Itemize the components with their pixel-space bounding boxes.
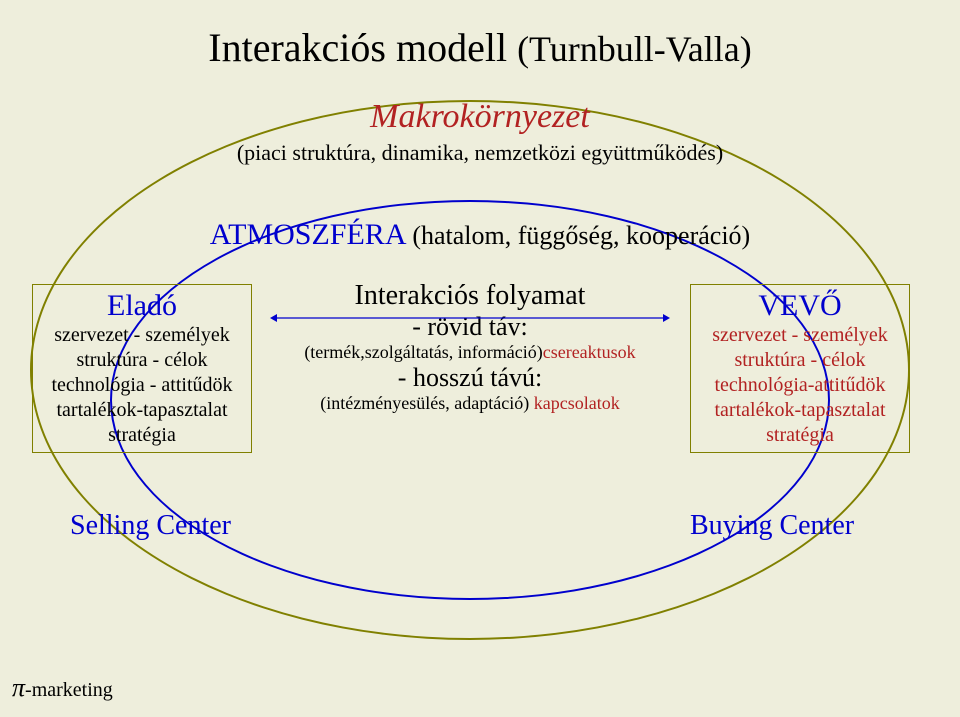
- title-main: Interakciós modell: [208, 25, 507, 70]
- buyer-box: VEVŐ szervezet - személyek struktúra - c…: [690, 284, 910, 453]
- seller-line: technológia - attitűdök: [39, 373, 245, 398]
- process-short-black: (termék,szolgáltatás, információ): [304, 342, 542, 362]
- buyer-line: technológia-attitűdök: [697, 373, 903, 398]
- seller-box: Eladó szervezet - személyek struktúra - …: [32, 284, 252, 453]
- atmos-label: ATMOSZFÉRA: [210, 218, 405, 251]
- slide-title: Interakciós modell (Turnbull-Valla): [0, 24, 960, 71]
- slide-root: Interakciós modell (Turnbull-Valla) Makr…: [0, 0, 960, 717]
- process-title: Interakciós folyamat: [255, 280, 685, 312]
- buyer-line: szervezet - személyek: [697, 323, 903, 348]
- atmos-detail: (hatalom, függőség, kooperáció): [412, 221, 750, 250]
- title-sub: (Turnbull-Valla): [517, 29, 752, 69]
- footer: π-marketing: [12, 673, 113, 703]
- seller-title: Eladó: [39, 289, 245, 323]
- macro-heading: Makrokörnyezet: [0, 98, 960, 136]
- process-long-detail: (intézményesülés, adaptáció) kapcsolatok: [255, 393, 685, 414]
- buyer-title: VEVŐ: [697, 289, 903, 323]
- buyer-line: stratégia: [697, 423, 903, 448]
- process-short-red: csereaktusok: [543, 342, 636, 362]
- selling-center-label: Selling Center: [70, 510, 231, 542]
- seller-line: szervezet - személyek: [39, 323, 245, 348]
- process-long-black: (intézményesülés, adaptáció): [320, 393, 533, 413]
- atmosphere-line: ATMOSZFÉRA (hatalom, függőség, kooperáci…: [0, 218, 960, 252]
- process-short-label: - rövid táv:: [255, 312, 685, 342]
- buyer-line: tartalékok-tapasztalat: [697, 398, 903, 423]
- seller-line: stratégia: [39, 423, 245, 448]
- seller-line: tartalékok-tapasztalat: [39, 398, 245, 423]
- pi-icon: π: [12, 673, 25, 702]
- process-block: Interakciós folyamat - rövid táv: (termé…: [255, 280, 685, 414]
- seller-line: struktúra - célok: [39, 348, 245, 373]
- process-long-label: - hosszú távú:: [255, 363, 685, 393]
- buying-center-label: Buying Center: [690, 510, 854, 542]
- buyer-line: struktúra - célok: [697, 348, 903, 373]
- footer-text: -marketing: [25, 679, 113, 701]
- process-long-red: kapcsolatok: [534, 393, 620, 413]
- process-short-detail: (termék,szolgáltatás, információ)csereak…: [255, 342, 685, 363]
- macro-sub: (piaci struktúra, dinamika, nemzetközi e…: [0, 140, 960, 166]
